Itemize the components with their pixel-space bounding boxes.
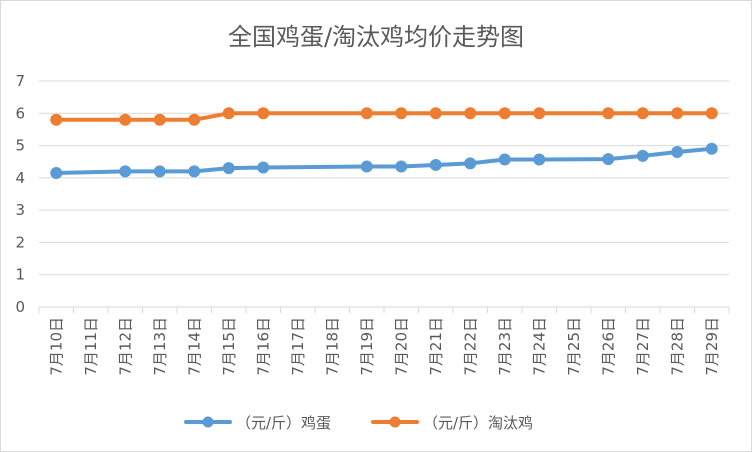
data-point bbox=[602, 107, 615, 120]
chart-title: 全国鸡蛋/淘汰鸡均价走势图 bbox=[227, 23, 525, 51]
data-point bbox=[429, 158, 442, 171]
data-point bbox=[153, 165, 166, 178]
legend-marker bbox=[202, 416, 214, 428]
y-tick-label: 4 bbox=[15, 169, 25, 187]
data-point bbox=[360, 107, 373, 120]
x-tick-label: 7月13日 bbox=[151, 317, 169, 376]
x-tick-label: 7月22日 bbox=[461, 317, 479, 376]
data-point bbox=[533, 153, 546, 166]
data-point bbox=[464, 107, 477, 120]
legend-label: （元/斤）淘汰鸡 bbox=[423, 414, 533, 432]
data-point bbox=[533, 107, 546, 120]
data-point bbox=[705, 107, 718, 120]
data-point bbox=[222, 162, 235, 175]
series-line bbox=[54, 111, 714, 122]
data-point bbox=[705, 142, 718, 155]
y-tick-label: 7 bbox=[15, 72, 25, 90]
y-tick-label: 0 bbox=[15, 298, 25, 316]
data-point bbox=[671, 146, 684, 159]
x-tick-label: 7月14日 bbox=[185, 317, 203, 376]
data-point bbox=[119, 113, 132, 126]
data-point bbox=[464, 157, 477, 170]
y-tick-label: 3 bbox=[15, 201, 25, 219]
x-tick-label: 7月26日 bbox=[599, 317, 617, 376]
x-tick-label: 7月16日 bbox=[254, 317, 272, 376]
data-point bbox=[602, 153, 615, 166]
x-tick-label: 7月29日 bbox=[703, 317, 721, 376]
data-point bbox=[395, 107, 408, 120]
x-tick-label: 7月28日 bbox=[668, 317, 686, 376]
x-tick-label: 7月11日 bbox=[82, 317, 100, 376]
data-point bbox=[636, 107, 649, 120]
legend-marker bbox=[389, 416, 401, 428]
y-tick-label: 5 bbox=[15, 137, 25, 155]
data-point bbox=[188, 165, 201, 178]
data-point bbox=[671, 107, 684, 120]
x-tick-label: 7月23日 bbox=[496, 317, 514, 376]
legend-label: （元/斤）鸡蛋 bbox=[236, 414, 331, 432]
data-point bbox=[257, 107, 270, 120]
x-tick-label: 7月27日 bbox=[634, 317, 652, 376]
data-point bbox=[498, 107, 511, 120]
x-tick-label: 7月25日 bbox=[565, 317, 583, 376]
x-tick-label: 7月24日 bbox=[530, 317, 548, 376]
data-point bbox=[395, 160, 408, 173]
data-point bbox=[50, 113, 63, 126]
data-point bbox=[498, 153, 511, 166]
x-tick-label: 7月21日 bbox=[427, 317, 445, 376]
data-point bbox=[429, 107, 442, 120]
series-line bbox=[54, 146, 714, 176]
data-point bbox=[222, 107, 235, 120]
y-tick-label: 1 bbox=[15, 266, 25, 284]
x-tick-label: 7月15日 bbox=[220, 317, 238, 376]
x-tick-label: 7月12日 bbox=[116, 317, 134, 376]
x-tick-label: 7月19日 bbox=[358, 317, 376, 376]
data-point bbox=[119, 165, 132, 178]
y-tick-label: 2 bbox=[15, 233, 25, 251]
x-tick-label: 7月20日 bbox=[392, 317, 410, 376]
x-tick-label: 7月10日 bbox=[47, 317, 65, 376]
data-point bbox=[257, 161, 270, 174]
data-point bbox=[153, 113, 166, 126]
y-tick-label: 6 bbox=[15, 104, 25, 122]
x-tick-label: 7月17日 bbox=[289, 317, 307, 376]
data-point bbox=[188, 113, 201, 126]
x-tick-label: 7月18日 bbox=[323, 317, 341, 376]
data-point bbox=[636, 149, 649, 162]
data-point bbox=[360, 160, 373, 173]
data-point bbox=[50, 167, 63, 180]
